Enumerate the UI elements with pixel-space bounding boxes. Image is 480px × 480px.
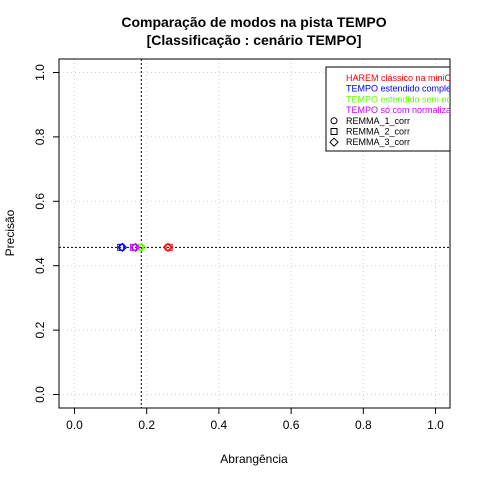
- legend-entry-label: TEMPO estendido sem no: [346, 94, 452, 104]
- data-point-square: [129, 243, 137, 251]
- y-tick-label: 1.0: [33, 64, 47, 81]
- chart-title: Comparação de modos na pista TEMPO: [121, 14, 386, 30]
- x-tick-label: 0.2: [138, 418, 155, 432]
- data-point-diamond: [130, 242, 141, 253]
- legend-marker-diamond: [329, 137, 339, 147]
- y-tick-label: 0.6: [33, 193, 47, 210]
- data-point-diamond: [117, 242, 128, 253]
- x-tick-label: 0.8: [355, 418, 372, 432]
- y-axis-label: Precisão: [3, 209, 17, 256]
- legend-box: [325, 66, 451, 152]
- data-point-diamond: [136, 242, 147, 253]
- legend-entry-label: TEMPO estendido comple: [346, 84, 451, 94]
- legend-marker-circle: [330, 117, 338, 125]
- chart-subtitle: [Classificação : cenário TEMPO]: [147, 32, 362, 48]
- legend-entry-label: REMMA_2_corr: [346, 127, 410, 137]
- legend-marker-square: [330, 128, 338, 135]
- x-tick-label: 0.0: [66, 418, 83, 432]
- x-tick-label: 1.0: [427, 418, 444, 432]
- y-tick-label: 0.8: [33, 128, 47, 145]
- legend-entry-label: REMMA_1_corr: [346, 116, 410, 126]
- y-tick-label: 0.4: [33, 257, 47, 274]
- legend-entry-label: REMMA_3_corr: [346, 137, 410, 147]
- data-point-diamond: [163, 242, 173, 253]
- data-points: [117, 242, 173, 253]
- legend-entry-label: TEMPO só com normaliza: [346, 105, 451, 115]
- y-tick-label: 0.0: [33, 386, 47, 403]
- y-axis: 0.0 0.2 0.4 0.6 0.8 1.0: [33, 64, 59, 403]
- x-axis-label: Abrangência: [220, 452, 288, 466]
- x-tick-label: 0.4: [211, 418, 228, 432]
- x-tick-label: 0.6: [283, 418, 300, 432]
- y-tick-label: 0.2: [33, 321, 47, 338]
- plot-frame: [58, 58, 451, 409]
- legend-entry-label: HAREM clássico na miniC: [346, 73, 452, 83]
- x-axis: 0.0 0.2 0.4 0.6 0.8 1.0: [66, 408, 444, 432]
- data-point-square: [117, 243, 125, 251]
